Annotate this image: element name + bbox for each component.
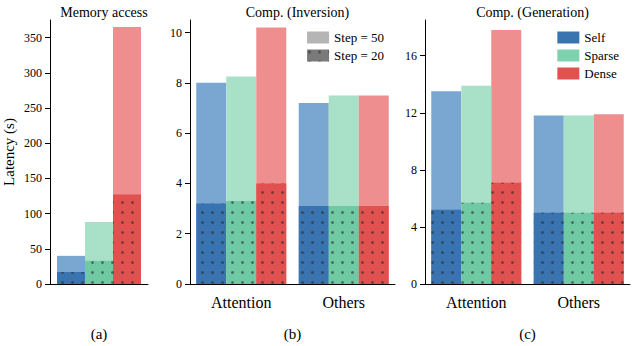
svg-text:10: 10 — [170, 26, 182, 40]
svg-text:250: 250 — [24, 101, 42, 115]
svg-text:50: 50 — [30, 242, 42, 256]
svg-text:Others: Others — [557, 294, 600, 311]
svg-text:4: 4 — [176, 176, 182, 190]
svg-text:Attention: Attention — [446, 294, 506, 311]
svg-text:Dense: Dense — [584, 66, 617, 81]
svg-text:0: 0 — [411, 277, 417, 291]
svg-text:12: 12 — [405, 106, 417, 120]
svg-text:Sparse: Sparse — [584, 48, 619, 63]
svg-text:8: 8 — [411, 163, 417, 177]
svg-text:(c): (c) — [519, 326, 536, 343]
svg-text:(b): (b) — [284, 326, 302, 343]
svg-text:Step = 50: Step = 50 — [334, 30, 384, 45]
svg-text:150: 150 — [24, 171, 42, 185]
svg-text:(a): (a) — [91, 326, 108, 343]
svg-text:6: 6 — [176, 126, 182, 140]
svg-text:100: 100 — [24, 207, 42, 221]
svg-text:Memory access: Memory access — [60, 5, 147, 20]
svg-text:0: 0 — [36, 277, 42, 291]
svg-text:8: 8 — [176, 76, 182, 90]
svg-text:16: 16 — [405, 49, 417, 63]
svg-text:0: 0 — [176, 277, 182, 291]
svg-text:4: 4 — [411, 220, 417, 234]
svg-text:Comp. (Inversion): Comp. (Inversion) — [246, 5, 350, 21]
svg-text:300: 300 — [24, 66, 42, 80]
svg-text:Comp. (Generation): Comp. (Generation) — [476, 5, 589, 21]
svg-text:Latency (s): Latency (s) — [1, 118, 18, 186]
svg-text:Step = 20: Step = 20 — [334, 48, 384, 63]
svg-text:350: 350 — [24, 31, 42, 45]
svg-text:Attention: Attention — [211, 294, 271, 311]
svg-text:2: 2 — [176, 227, 182, 241]
svg-text:200: 200 — [24, 136, 42, 150]
svg-text:Self: Self — [584, 30, 606, 45]
svg-text:Others: Others — [322, 294, 365, 311]
